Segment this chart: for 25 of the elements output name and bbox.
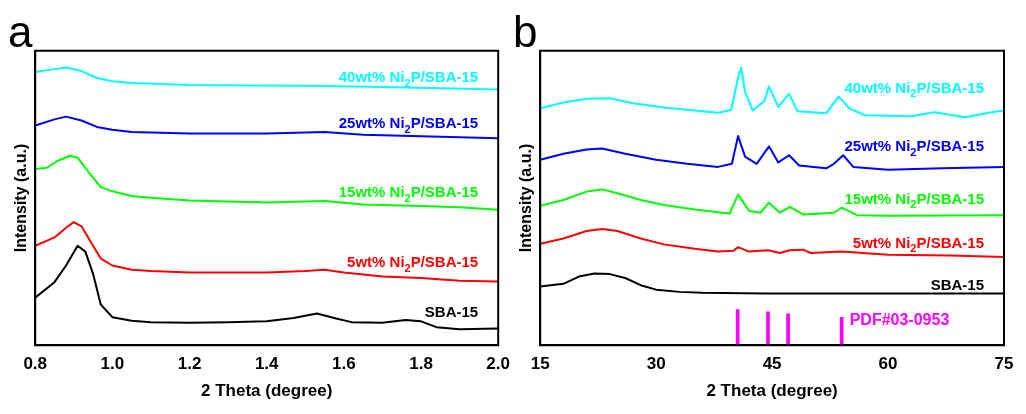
bar [735, 309, 740, 346]
x-axis-title: 2 Theta (degree) [201, 381, 333, 401]
x-tick-label: 0.8 [23, 354, 48, 374]
x-tick-label: 1.6 [332, 354, 356, 374]
bar [786, 313, 790, 346]
y-axis-title: Intensity (a.u.) [12, 143, 30, 253]
x-tick-label: 1.8 [409, 354, 433, 374]
series-label: SBA-15 [930, 275, 985, 293]
chart-title: a [8, 6, 33, 56]
x-tick-label: 30 [646, 354, 666, 374]
x-axis-title: 2 Theta (degree) [706, 381, 838, 401]
x-tick-label: 1.0 [100, 354, 125, 374]
x-tick-label: 60 [878, 354, 898, 374]
x-tick-label: 15 [530, 354, 550, 374]
x-tick-label: 1.2 [177, 354, 202, 374]
bar [766, 311, 770, 346]
y-axis-title: Intensity (a.u.) [517, 143, 535, 253]
x-tick-label: 45 [762, 354, 782, 374]
chart-title: b [513, 6, 538, 56]
x-tick-label: 2.0 [486, 354, 510, 374]
series-label: PDF#03-0953 [849, 311, 950, 329]
bar [839, 317, 844, 346]
x-tick-label: 75 [994, 354, 1014, 374]
series-label: SBA-15 [424, 302, 479, 320]
x-tick-label: 1.4 [254, 354, 280, 374]
